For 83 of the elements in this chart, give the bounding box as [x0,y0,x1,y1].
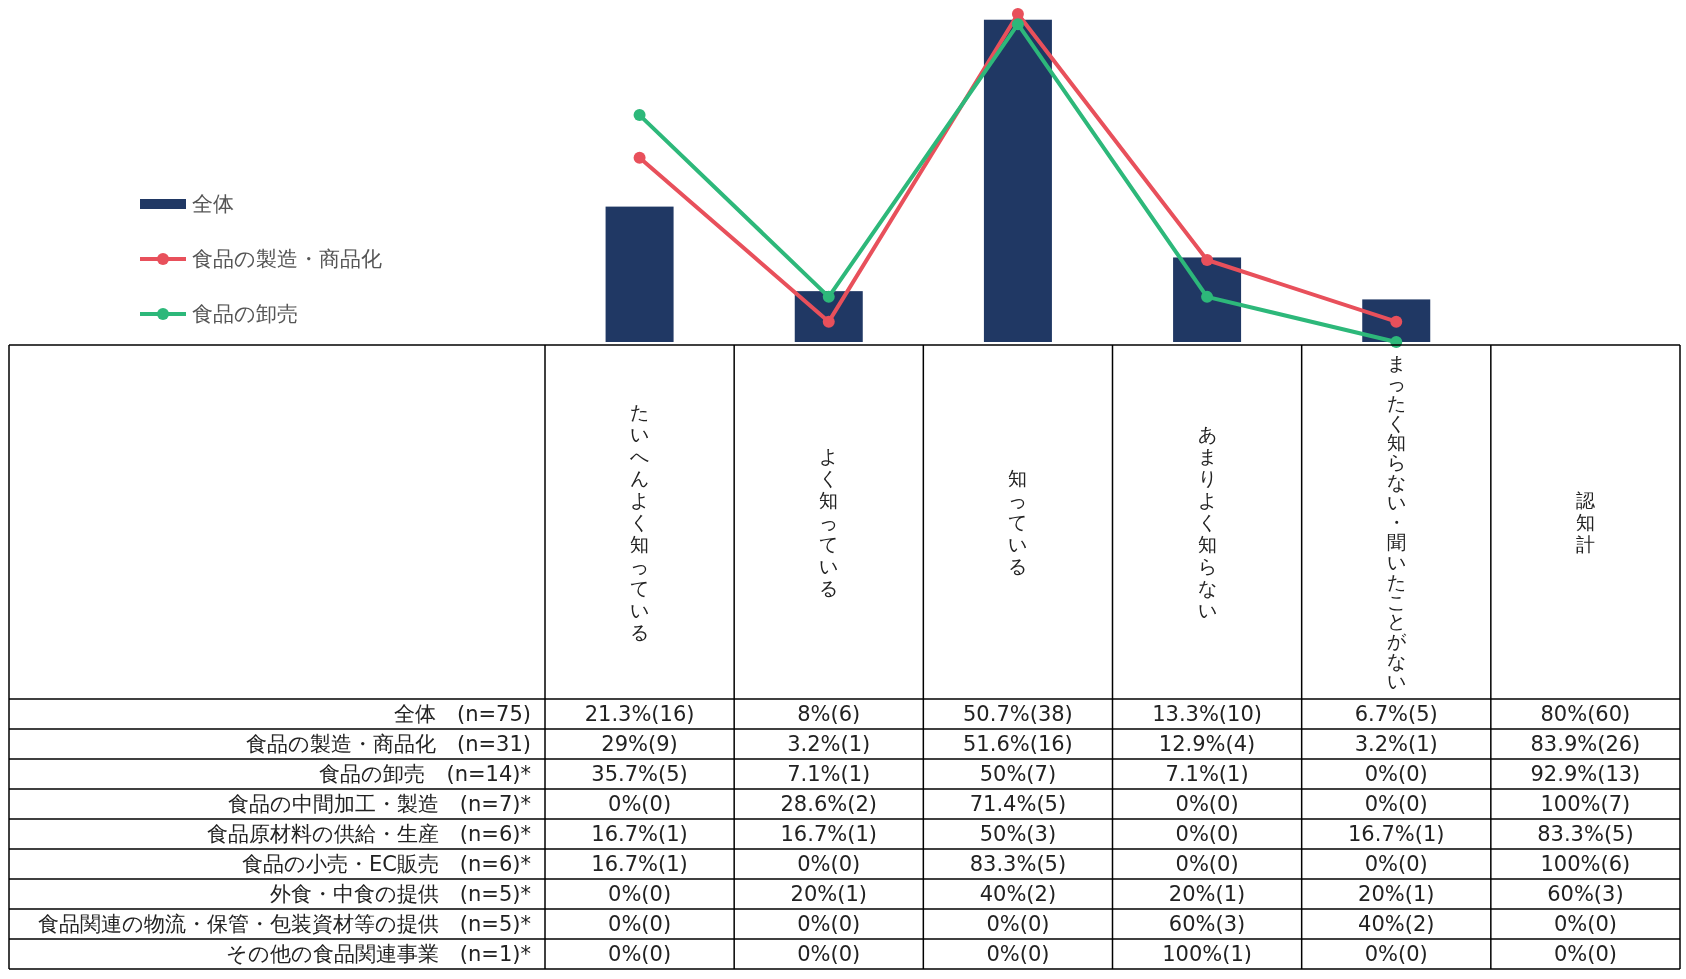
text: 83.3%(5) [968,851,1068,878]
text: 16.7%(1) [1347,821,1446,848]
text: 0%(0) [607,911,673,938]
text: 0%(0) [1363,791,1429,818]
point [633,109,646,122]
text: 食品原材料の供給・生産 (n=6)* [205,821,532,848]
text: 食品の卸売 (n=14)* [318,761,532,788]
text: 0%(0) [1363,941,1429,968]
text: 60%(3) [1546,881,1625,908]
data-label: 7.1%(1) [1164,761,1250,788]
point [1011,18,1024,31]
category-label: たいへんよく知っている [630,401,650,643]
point [1390,315,1403,328]
text: 0%(0) [985,911,1051,938]
text: 0%(0) [796,941,862,968]
data-label: 0%(0) [1363,761,1429,788]
data-label: 51.6%(16) [962,731,1074,758]
point [822,315,835,328]
text: 0%(0) [985,941,1051,968]
data-label: 6.7%(5) [1353,701,1439,728]
text: 0%(0) [1174,791,1240,818]
data-label: 50%(7) [978,761,1058,788]
text: 食品の小売・EC販売 (n=6)* [240,851,532,878]
text: 0%(0) [1174,851,1240,878]
category-label: 認知計 [1575,489,1595,555]
data-label: 3.2%(1) [786,731,872,758]
legend-label: 食品の卸売 [192,302,298,326]
text: 外食・中食の提供 (n=5)* [268,881,532,908]
text: 0%(0) [1363,851,1429,878]
text: 0%(0) [796,911,862,938]
text: 28.6%(2) [779,791,878,818]
point [1201,290,1214,303]
text: 0%(0) [796,851,862,878]
text: 40%(2) [978,881,1058,908]
text: 0%(0) [607,791,673,818]
category-label: まったく知らない・聞いたことがない [1386,351,1406,693]
text: 食品関連の物流・保管・包装資材等の提供 (n=5)* [36,911,532,938]
text: 0%(0) [607,881,673,908]
text: 100%(1) [1161,941,1253,968]
text: 食品の製造・商品化 (n=31) [245,731,532,758]
point [1201,254,1214,266]
text: 80%(60) [1540,702,1631,726]
text: 83.3%(5) [1536,821,1635,848]
bar [983,19,1052,342]
text: 16.7%(1) [590,821,689,848]
data-label: 7.1%(1) [786,761,872,788]
data-label: 13.3%(10) [1151,701,1263,728]
text: 0%(0) [607,941,673,968]
text: 60%(3) [1167,911,1247,938]
text: 全体 (n=75) [393,701,532,728]
data-label: 21.3%(16) [583,701,696,728]
text: 0%(0) [1174,821,1240,848]
data-label: 8%(6) [796,701,862,728]
legend-label: 食品の製造・商品化 [192,247,382,271]
text: 16.7%(1) [590,851,689,878]
text: 40%(2) [1357,911,1436,938]
text: 食品の中間加工・製造 (n=7)* [226,791,532,818]
category-label: 知っている [1008,467,1028,577]
point [633,151,646,164]
point [1011,8,1024,20]
text: 100%(6) [1539,851,1632,878]
legend-label: 全体 [192,192,234,216]
data-label: 35.7%(5) [590,761,689,788]
text: 71.4%(5) [968,791,1068,818]
text: 50%(3) [978,821,1058,848]
text: その他の食品関連事業 (n=1)* [224,941,532,968]
text: 0%(0) [1552,911,1618,938]
text: 20%(1) [1357,881,1436,908]
category-label: あまりよく知らない [1197,423,1217,621]
data-label: 3.2%(1) [1353,731,1439,758]
text: 92.9%(13) [1530,762,1641,786]
point [822,290,835,303]
text: 20%(1) [1167,881,1247,908]
data-label: 29%(9) [600,731,679,758]
data-label: 12.9%(4) [1157,731,1257,758]
category-label: よく知っている [819,445,839,599]
text: 100%(7) [1539,791,1632,818]
data-label: 50.7%(38) [962,701,1074,728]
bar [605,206,674,342]
text: 16.7%(1) [779,821,878,848]
text: 0%(0) [1552,941,1618,968]
text: 20%(1) [789,881,868,908]
text: 83.9%(26) [1530,732,1641,756]
